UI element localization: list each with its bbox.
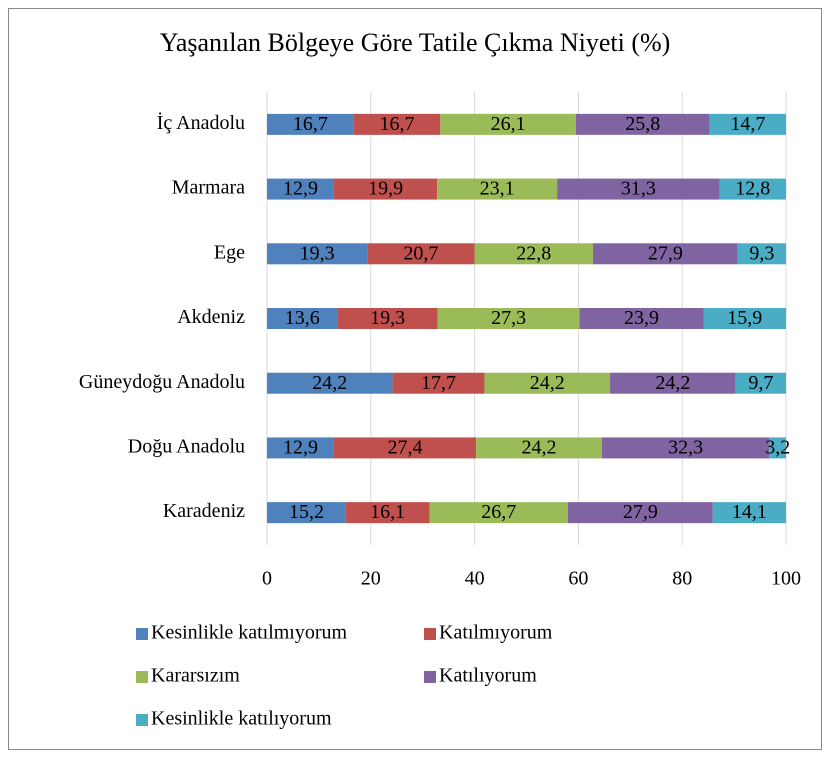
data-label: 9,3 <box>749 242 774 264</box>
legend-label: Kesinlikle katılıyorum <box>151 708 332 730</box>
legend-label: Katılmıyorum <box>439 622 553 644</box>
x-tick-label: 0 <box>262 568 272 590</box>
x-tick-label: 40 <box>465 568 485 590</box>
bar-segment <box>579 308 704 329</box>
legend-swatch <box>424 671 436 683</box>
data-label: 27,4 <box>388 437 423 459</box>
bar-segment <box>737 243 786 265</box>
bar-segment <box>267 502 346 524</box>
data-label: 27,9 <box>623 501 658 523</box>
bar-segment <box>353 113 441 135</box>
data-label: 24,2 <box>530 372 565 394</box>
data-label: 26,1 <box>491 113 526 135</box>
y-tick-label: Karadeniz <box>163 500 245 522</box>
bar-segment <box>337 308 438 329</box>
data-label: 24,2 <box>521 437 556 459</box>
x-tick-label: 20 <box>361 568 381 590</box>
legend-label: Katılıyorum <box>439 665 537 687</box>
data-label: 16,7 <box>293 113 328 135</box>
y-tick-label: İç Anadolu <box>157 111 245 134</box>
data-label: 15,2 <box>289 501 324 523</box>
x-tick-label: 100 <box>771 568 801 590</box>
legend-swatch <box>136 628 148 640</box>
bar-segment <box>712 502 786 524</box>
legend-label: Kararsızım <box>151 665 240 687</box>
y-tick-label: Akdeniz <box>177 306 245 328</box>
bar-segment <box>392 372 485 394</box>
data-label: 19,3 <box>300 242 335 264</box>
data-label: 23,9 <box>624 307 659 329</box>
bar-segment <box>484 372 611 394</box>
chart-title: Yaşanılan Bölgeye Göre Tatile Çıkma Niye… <box>160 28 671 57</box>
bar-segment <box>610 372 736 394</box>
bar-segment <box>474 243 593 265</box>
data-label: 17,7 <box>421 372 456 394</box>
data-label: 9,7 <box>748 372 773 394</box>
bar-segment <box>267 113 354 135</box>
y-tick-label: Marmara <box>172 177 245 199</box>
data-label: 22,8 <box>516 242 551 264</box>
data-label: 16,7 <box>380 113 415 135</box>
bar-segment <box>557 178 720 200</box>
data-label: 32,3 <box>668 437 703 459</box>
legend-swatch <box>136 714 148 726</box>
bar-segment <box>437 178 558 200</box>
data-label: 20,7 <box>403 242 438 264</box>
legend-label: Kesinlikle katılmıyorum <box>151 622 348 644</box>
bar-segment <box>267 372 393 394</box>
data-label: 13,6 <box>285 307 320 329</box>
legend-swatch <box>136 671 148 683</box>
bar-segment <box>333 178 438 200</box>
bar-segment <box>709 113 786 135</box>
bar-segment <box>769 437 786 459</box>
data-label: 16,1 <box>370 501 405 523</box>
bar-segment <box>592 243 738 265</box>
x-tick-label: 80 <box>672 568 692 590</box>
data-label: 3,2 <box>765 437 790 459</box>
bar-segment <box>719 178 786 200</box>
bar-segment <box>367 243 475 265</box>
data-label: 24,2 <box>312 372 347 394</box>
y-tick-label: Ege <box>214 241 245 263</box>
bar-segment <box>568 502 713 524</box>
data-label: 15,9 <box>727 307 762 329</box>
data-label: 19,3 <box>370 307 405 329</box>
data-label: 27,9 <box>648 242 683 264</box>
bar-segment <box>703 308 786 329</box>
y-tick-label: Doğu Anadolu <box>128 436 245 458</box>
x-tick-label: 60 <box>568 568 588 590</box>
bar-segment <box>429 502 569 524</box>
data-label: 12,9 <box>283 437 318 459</box>
y-tick-label: Güneydoğu Anadolu <box>79 371 245 393</box>
data-label: 23,1 <box>480 178 515 200</box>
data-label: 26,7 <box>481 501 516 523</box>
bar-segment <box>267 437 334 459</box>
bar-segment <box>345 502 430 524</box>
data-label: 14,7 <box>730 113 765 135</box>
bar-segment <box>601 437 770 459</box>
data-label: 24,2 <box>655 372 690 394</box>
bar-segment <box>575 113 710 135</box>
data-label: 19,9 <box>368 178 403 200</box>
data-label: 12,8 <box>735 178 770 200</box>
bar-segment <box>267 243 368 265</box>
data-label: 31,3 <box>621 178 656 200</box>
data-label: 12,9 <box>283 178 318 200</box>
bar-segment <box>333 437 477 459</box>
legend-swatch <box>424 628 436 640</box>
data-label: 14,1 <box>732 501 767 523</box>
bar-segment <box>735 372 786 394</box>
bar-segment <box>267 308 338 329</box>
bar-segment <box>267 178 334 200</box>
bar-segment <box>437 308 580 329</box>
bar-segment <box>476 437 602 459</box>
bar-segment <box>440 113 576 135</box>
data-label: 27,3 <box>491 307 526 329</box>
data-label: 25,8 <box>625 113 660 135</box>
